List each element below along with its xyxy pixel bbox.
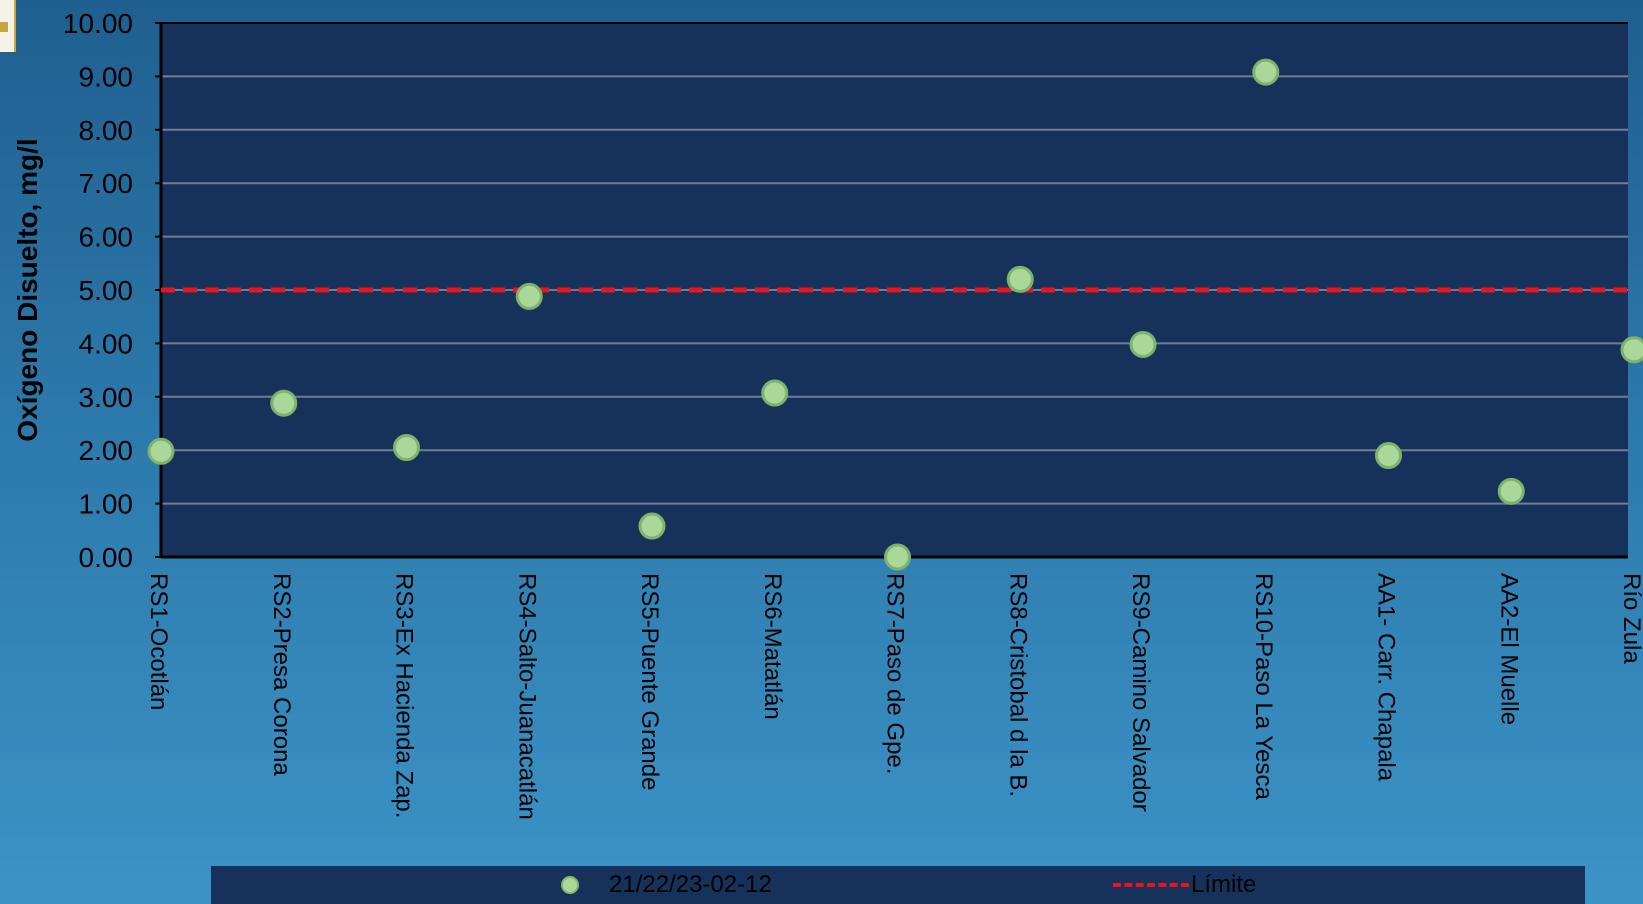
- data-point: [1252, 58, 1280, 86]
- data-point: [884, 543, 911, 571]
- data-point: [1375, 442, 1402, 470]
- x-tick-label: RS1-Ocotlán: [145, 573, 172, 710]
- y-tick-label: 7.00: [79, 168, 134, 199]
- x-tick-label: RS2-Presa Corona: [268, 573, 295, 776]
- x-tick-label: RS6-Matatlán: [759, 573, 786, 720]
- y-tick-label: 1.00: [79, 489, 134, 520]
- data-point: [1497, 477, 1525, 505]
- legend-marker-series: [561, 876, 579, 894]
- y-tick-label: 8.00: [79, 115, 134, 146]
- legend-marker-limit: [1113, 883, 1189, 887]
- x-tick-labels: RS1-Ocotlán RS2-Presa Corona RS3-Ex Hacien…: [145, 573, 1643, 820]
- legend-item-limit: Límite: [1113, 869, 1256, 901]
- y-tick-label: 6.00: [79, 222, 134, 253]
- x-tick-label: AA2-El Muelle: [1495, 573, 1522, 725]
- logo: [0, 0, 16, 52]
- y-tick-label: 3.00: [79, 382, 134, 413]
- legend-label-series: 21/22/23-02-12: [609, 871, 772, 898]
- y-tick-label: 9.00: [79, 61, 134, 92]
- data-point: [270, 389, 298, 417]
- data-point: [1006, 265, 1034, 293]
- y-axis-label: Oxígeno Disuelto, mg/l: [12, 138, 43, 441]
- y-tick-label: 0.00: [79, 542, 134, 573]
- data-point: [393, 434, 420, 462]
- data-point: [147, 437, 175, 465]
- data-point: [761, 379, 789, 407]
- x-tick-label: RS8-Cristobal d la B.: [1004, 573, 1031, 797]
- data-points: [147, 58, 1643, 571]
- x-tick-label: RS5-Puente Grande: [636, 573, 663, 790]
- x-tick-label: RS3-Ex Hacienda Zap.: [391, 573, 418, 818]
- y-tick-labels: 0.00 1.00 2.00 3.00 4.00 5.00 6.00 7.00 8.00 9.00…: [63, 8, 133, 573]
- x-tick-label: RS9-Camino Salvador: [1127, 573, 1154, 812]
- y-tick-label: 2.00: [79, 435, 134, 466]
- y-tick-label: 5.00: [79, 275, 134, 306]
- data-point: [1620, 336, 1643, 364]
- legend-item-series: 21/22/23-02-12: [561, 869, 772, 901]
- y-tick-label: 4.00: [79, 328, 134, 359]
- legend-label-limit: Límite: [1191, 871, 1257, 898]
- y-tick-label: 10.00: [63, 8, 133, 39]
- legend: 21/22/23-02-12 Límite: [211, 866, 1585, 904]
- data-point: [515, 282, 543, 310]
- x-tick-label: Río Zula: [1618, 573, 1643, 664]
- x-tick-label: RS10-Paso La Yesca: [1250, 573, 1277, 800]
- x-tick-label: RS7-Paso de Gpe.: [882, 573, 909, 774]
- x-tick-label: AA1- Carr. Chapala: [1373, 573, 1400, 782]
- x-tick-label: RS4-Salto-Juanacatlán: [513, 573, 540, 820]
- data-point: [1129, 330, 1157, 358]
- data-point: [638, 512, 666, 540]
